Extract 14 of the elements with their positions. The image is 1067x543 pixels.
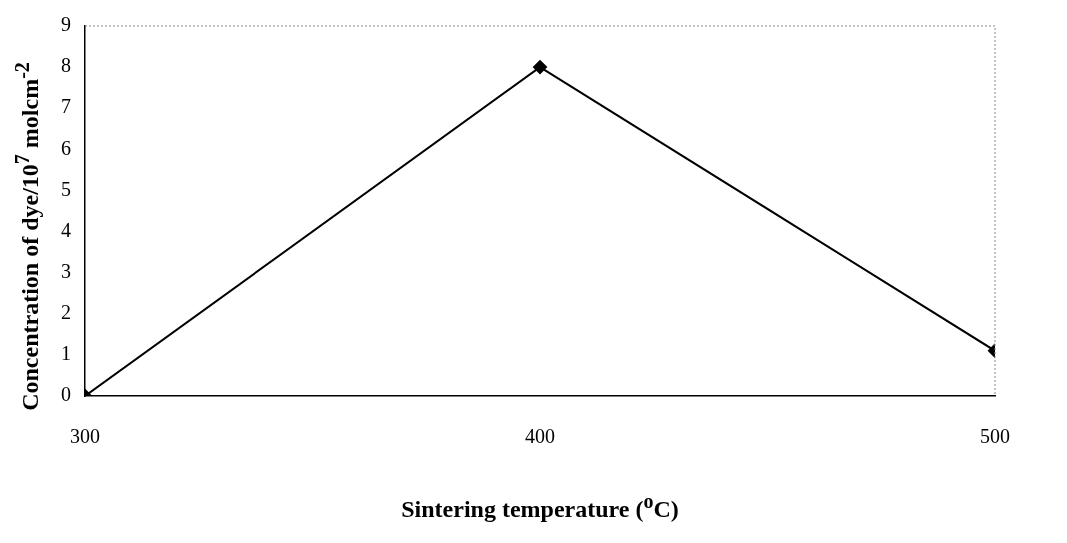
x-tick-label: 500 <box>980 425 1010 448</box>
y-tick-label: 9 <box>61 13 71 36</box>
x-tick-label: 300 <box>70 425 100 448</box>
y-tick-label: 4 <box>61 218 71 241</box>
y-tick-label: 1 <box>61 342 71 365</box>
x-tick-label: 400 <box>525 425 555 448</box>
x-axis-title: Sintering temperature ($^{o}$C) <box>400 490 680 523</box>
y-tick-label: 6 <box>61 136 71 159</box>
y-tick-label: 3 <box>61 259 71 282</box>
y-tick-label: 7 <box>61 95 71 118</box>
y-tick-label: 5 <box>61 177 71 200</box>
y-tick-label: 0 <box>61 383 71 406</box>
y-tick-label: 8 <box>61 54 71 77</box>
y-tick-label: 2 <box>61 301 71 324</box>
